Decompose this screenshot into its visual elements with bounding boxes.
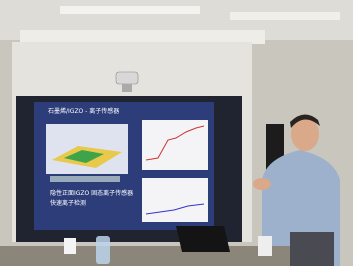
graph xyxy=(142,178,208,222)
camera-mount xyxy=(122,84,132,92)
laptop xyxy=(176,226,230,252)
water-bottle xyxy=(96,236,110,264)
slide-bullet: 快速离子检测 xyxy=(50,199,86,207)
cup xyxy=(64,238,76,254)
ceiling-light xyxy=(230,12,340,20)
cup xyxy=(258,236,272,256)
table xyxy=(0,246,290,266)
screen-case xyxy=(20,30,265,44)
photo: 石墨烯/IGZO - 离子传感器 隐性正面IGZO 固态离子传感器 快速离子检测 xyxy=(0,0,353,266)
presenter-hand xyxy=(253,178,271,190)
device-base xyxy=(50,176,120,182)
slide-bullet: 隐性正面IGZO 固态离子传感器 xyxy=(50,189,133,197)
ceiling-light xyxy=(60,6,200,14)
slide-title: 石墨烯/IGZO - 离子传感器 xyxy=(48,107,119,115)
presenter-trousers xyxy=(290,232,334,266)
camera xyxy=(116,72,138,84)
